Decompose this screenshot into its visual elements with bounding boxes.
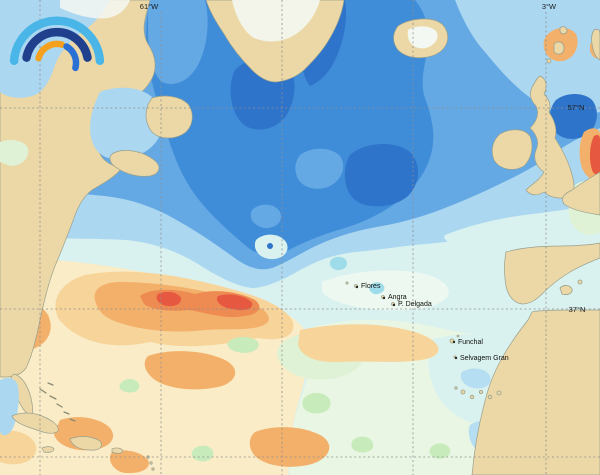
lat-label-37n: 37°N <box>569 305 586 314</box>
place-marker-funchal <box>452 340 456 344</box>
lat-label-57n: 57°N <box>568 103 585 112</box>
land-great-britain <box>525 75 575 199</box>
island-jamaica <box>41 446 55 453</box>
lon-label-3w: 3°W <box>542 2 557 11</box>
place-labels: Flores Angra P. Delgada Funchal Selvagem… <box>355 283 509 362</box>
faroe-islands <box>553 41 565 55</box>
place-label-p-delgada: P. Delgada <box>398 301 432 308</box>
place-label-funchal: Funchal <box>458 339 483 346</box>
logo-arc-navy <box>22 27 92 62</box>
land-ireland <box>491 129 533 170</box>
place-marker-p-delgada <box>392 303 396 307</box>
orkney-islands <box>546 58 552 64</box>
bahamas-islands <box>39 382 76 422</box>
nova-scotia <box>109 150 160 177</box>
balearic-islet <box>577 279 583 285</box>
land-africa <box>471 309 600 475</box>
gulf-of-mexico <box>0 378 19 436</box>
logo <box>9 16 105 72</box>
logo-arc-blue <box>63 43 80 72</box>
land-iberia <box>504 242 600 305</box>
place-label-flores: Flores <box>361 283 381 290</box>
great-lakes <box>0 140 29 166</box>
place-marker-flores <box>355 285 359 289</box>
place-label-angra: Angra <box>388 294 407 301</box>
place-label-selvagem: Selvagem Gran <box>460 355 509 362</box>
island-cuba <box>11 412 59 434</box>
island-puerto-rico <box>111 447 124 454</box>
island-newfoundland <box>145 95 193 139</box>
shetland-islands <box>559 26 568 35</box>
logo-arc-lightblue <box>9 16 105 66</box>
place-marker-selvagem <box>454 356 458 360</box>
place-marker-angra <box>382 296 386 300</box>
baffin-ice <box>60 0 130 19</box>
greenland-ice <box>232 0 320 42</box>
land-france <box>562 171 600 216</box>
island-hispaniola <box>69 436 102 451</box>
norway-coast <box>591 28 600 61</box>
canary-islands <box>454 386 502 400</box>
gulf-st-lawrence <box>90 87 164 160</box>
logo-arc-orange <box>35 40 66 62</box>
iceland-ice <box>407 26 438 49</box>
lon-label-61w: 61°W <box>140 2 159 11</box>
balearic-islands <box>559 285 573 296</box>
